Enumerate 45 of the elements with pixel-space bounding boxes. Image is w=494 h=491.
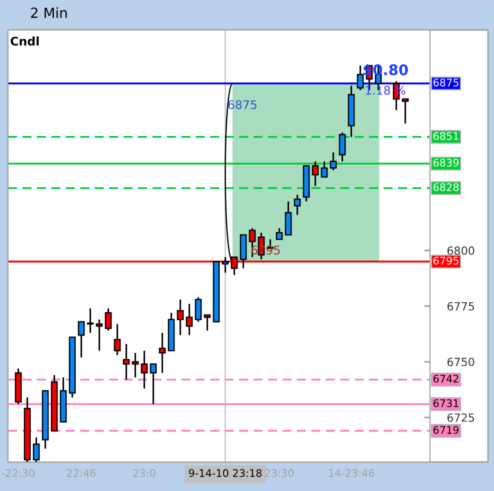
candlestick bbox=[222, 256, 229, 274]
ref-line-label: 6828 bbox=[434, 183, 459, 192]
candlestick bbox=[356, 64, 364, 91]
candlestick bbox=[204, 314, 211, 332]
candlestick bbox=[78, 320, 85, 358]
ref-line-label: 6851 bbox=[434, 132, 458, 140]
y-tick-label: 6750 bbox=[447, 358, 474, 366]
candlestick bbox=[122, 343, 130, 380]
candlestick bbox=[338, 132, 346, 162]
y-tick-label: 6775 bbox=[447, 302, 474, 311]
candlestick bbox=[284, 200, 292, 236]
x-tick-label: 23:30 bbox=[265, 469, 294, 478]
candlestick bbox=[132, 352, 139, 378]
annotation: Cndl bbox=[10, 36, 39, 46]
y-tick-label: 6800 bbox=[447, 246, 474, 255]
x-tick-label: -22:30 bbox=[2, 469, 34, 478]
ref-line-label: 6719 bbox=[434, 426, 459, 434]
candlestick bbox=[150, 363, 157, 405]
ref-line-label: 6839 bbox=[434, 158, 459, 167]
candlestick bbox=[186, 303, 193, 336]
candlestick bbox=[330, 152, 337, 172]
candlestick bbox=[96, 318, 103, 352]
candlestick bbox=[312, 160, 319, 187]
candlestick bbox=[104, 308, 112, 332]
candlestick bbox=[114, 323, 121, 356]
x-tick-label: 22:46 bbox=[67, 469, 96, 478]
candlestick bbox=[402, 98, 409, 124]
ref-line-label: 6795 bbox=[434, 256, 458, 265]
candlestick bbox=[294, 194, 301, 216]
candlestick bbox=[140, 350, 148, 390]
chart-title: 2 Min bbox=[31, 7, 67, 18]
y-tick-label: 6725 bbox=[447, 413, 474, 422]
candlestick bbox=[276, 227, 283, 240]
candlestick bbox=[176, 298, 184, 336]
x-tick-label: 9-14-10 23:18 bbox=[188, 469, 262, 478]
candlestick bbox=[158, 332, 166, 374]
x-tick-label: 14-23:46 bbox=[328, 469, 374, 478]
candlestick bbox=[320, 160, 328, 178]
candlestick bbox=[32, 436, 40, 462]
candlestick bbox=[86, 308, 94, 334]
ref-line-label: 6742 bbox=[434, 374, 458, 383]
ref-line-label: 6731 bbox=[434, 399, 458, 408]
ref-line-label: 6875 bbox=[434, 78, 458, 86]
x-tick-label: 23:0 bbox=[133, 469, 156, 478]
candlestick bbox=[194, 296, 202, 322]
